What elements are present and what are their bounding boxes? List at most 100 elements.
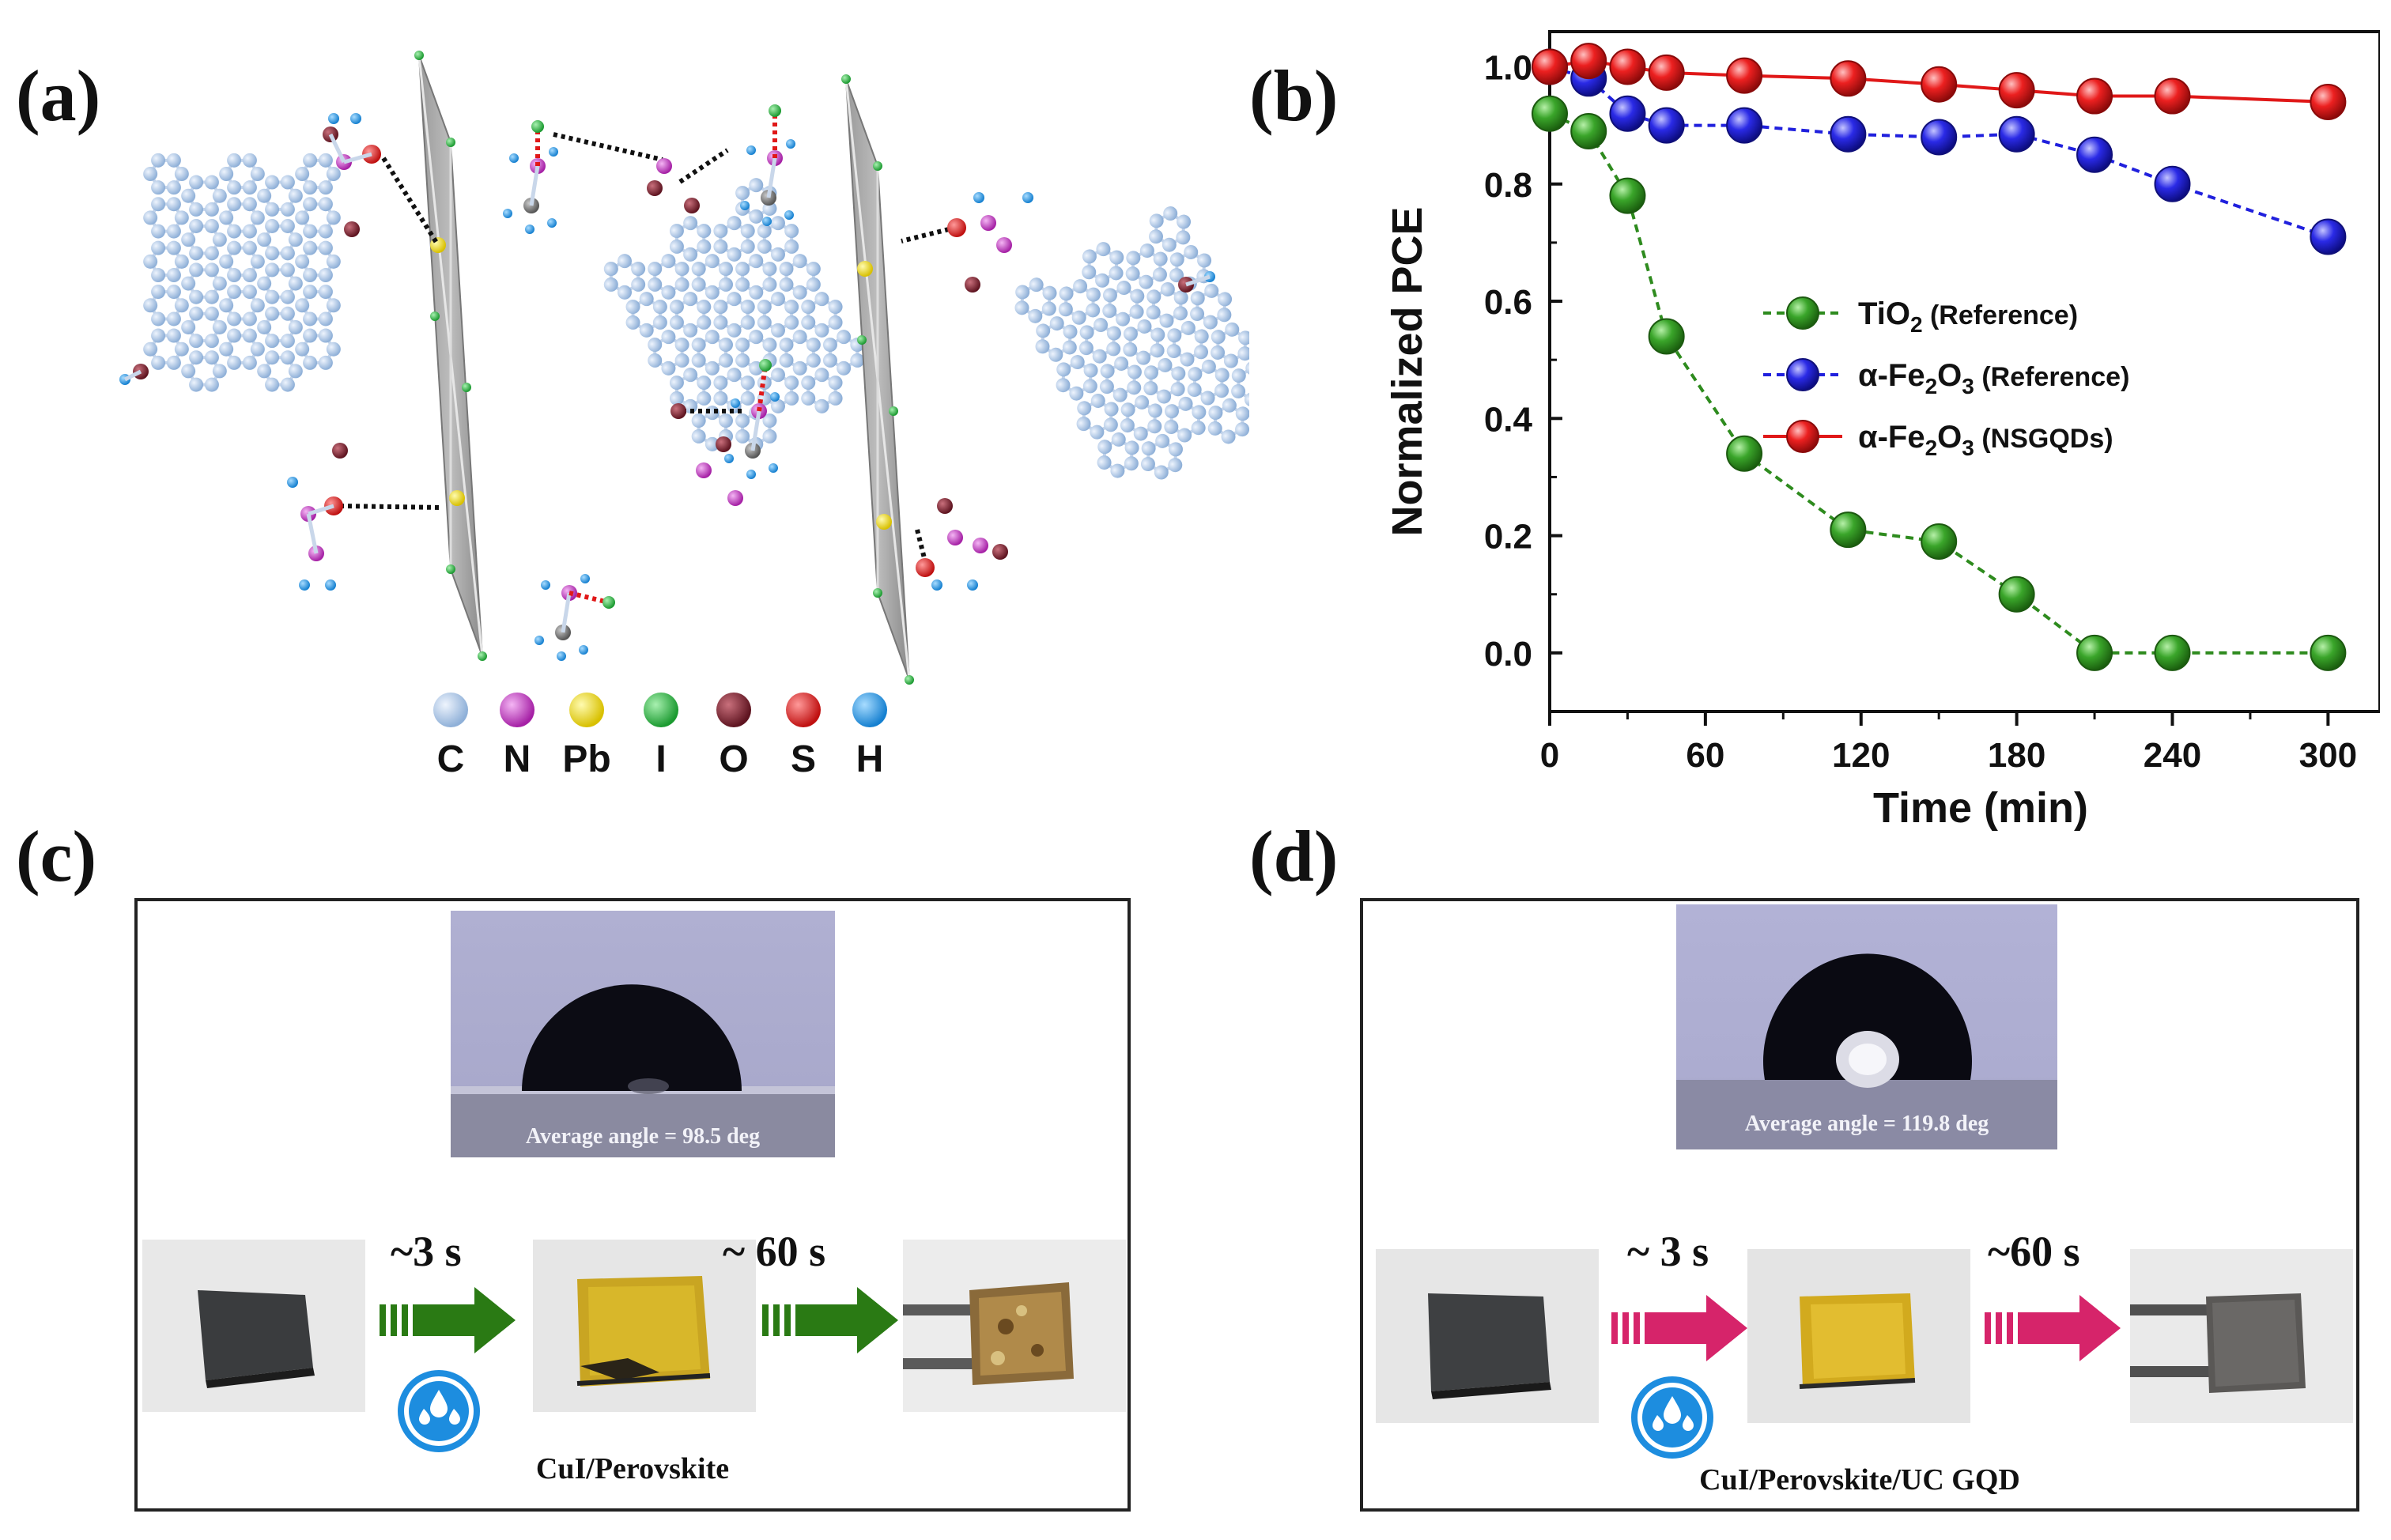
carbon-atom xyxy=(713,300,728,315)
carbon-atom xyxy=(740,239,755,254)
data-point xyxy=(1830,115,1867,153)
carbon-atom xyxy=(740,315,755,330)
carbon-atom xyxy=(757,300,772,315)
carbon-atom xyxy=(318,285,333,300)
carbon-atom xyxy=(212,276,227,291)
time-label-c-1: ~3 s xyxy=(391,1228,462,1275)
carbon-atom xyxy=(1162,237,1177,252)
hydrogen-atom xyxy=(525,225,534,234)
hydrogen-atom xyxy=(784,210,794,220)
hydrogen-atom xyxy=(328,113,339,124)
carbon-atom xyxy=(250,342,265,357)
carbon-atom xyxy=(801,376,816,391)
legend-swatch-i xyxy=(644,693,678,727)
carbon-atom xyxy=(1015,285,1030,300)
carbon-atom xyxy=(1139,274,1154,289)
data-point xyxy=(1609,177,1646,214)
carbon-atom xyxy=(735,428,750,444)
carbon-atom xyxy=(1073,279,1088,294)
carbon-atom xyxy=(227,328,242,343)
carbon-atom xyxy=(762,428,777,444)
carbon-atom xyxy=(828,376,843,391)
carbon-atom xyxy=(1102,304,1117,319)
legend-swatch-s xyxy=(786,693,821,727)
iodine-atom xyxy=(759,359,772,372)
carbon-atom xyxy=(1096,242,1111,257)
carbon-atom xyxy=(303,224,318,239)
carbon-atom xyxy=(749,254,764,269)
carbon-atom xyxy=(691,277,706,292)
carbon-atom xyxy=(1062,340,1077,355)
carbon-atom xyxy=(219,210,234,225)
carbon-atom xyxy=(740,391,755,406)
time-label-d-2: ~60 s xyxy=(1988,1228,2080,1275)
carbon-atom xyxy=(280,218,295,233)
carbon-atom xyxy=(166,153,181,168)
nitrogen-atom xyxy=(696,462,712,478)
carbon-atom xyxy=(806,262,821,277)
carbon-atom xyxy=(1211,330,1226,345)
carbon-atom xyxy=(1129,304,1144,319)
iodine-atom xyxy=(430,311,440,321)
carbon-atom xyxy=(691,262,706,277)
iodine-atom xyxy=(602,596,615,609)
carbon-atom xyxy=(1116,311,1131,326)
bond xyxy=(123,369,142,382)
carbon-atom xyxy=(697,300,712,315)
nitrogen-atom xyxy=(996,237,1012,253)
carbon-atom xyxy=(1063,324,1078,339)
carbon-atom xyxy=(189,218,204,233)
carbon-atom xyxy=(1146,305,1161,320)
carbon-atom xyxy=(151,240,166,255)
carbon-atom xyxy=(631,262,646,277)
perovskite-film-dark-c xyxy=(198,1290,315,1388)
carbon-atom xyxy=(227,311,242,326)
carbon-atom xyxy=(242,224,257,239)
legend-item-c: C xyxy=(433,693,468,780)
sample-photo-d-initial xyxy=(1376,1249,1599,1423)
data-point xyxy=(2310,83,2347,120)
y-axis-label: Normalized PCE xyxy=(1384,206,1431,536)
carbon-atom xyxy=(828,315,843,330)
carbon-atom xyxy=(674,338,689,353)
carbon-atom xyxy=(814,323,829,338)
carbon-atom xyxy=(661,254,676,269)
legend-entry-fe2o3-nsgqds: α-Fe2O3 (NSGQDs) xyxy=(1763,420,2113,460)
data-point xyxy=(1570,43,1607,80)
molecular-schematic xyxy=(119,51,1249,685)
iodine-atom xyxy=(531,120,544,133)
carbon-atom xyxy=(806,338,821,353)
carbon-atom xyxy=(1029,277,1044,293)
carbon-atom xyxy=(691,353,706,368)
y-tick-label: 0.4 xyxy=(1484,400,1533,439)
carbon-atom xyxy=(303,285,318,300)
hydrogen-atom xyxy=(287,477,298,488)
carbon-atom xyxy=(749,330,764,345)
carbon-atom xyxy=(652,315,667,330)
bond xyxy=(308,504,334,516)
carbon-atom xyxy=(735,413,750,428)
carbon-atom xyxy=(166,355,181,370)
carbon-atom xyxy=(1111,432,1126,447)
data-point xyxy=(2310,218,2347,255)
carbon-atom xyxy=(242,180,257,195)
carbon-atom xyxy=(189,350,204,365)
hydrogen-atom xyxy=(541,580,550,590)
carbon-atom xyxy=(1177,214,1192,229)
carbon-atom xyxy=(1094,318,1109,333)
carbon-atom xyxy=(174,210,189,225)
data-point xyxy=(1726,57,1763,94)
carbon-atom xyxy=(669,376,684,391)
carbon-atom xyxy=(719,338,734,353)
iodine-atom xyxy=(889,406,898,416)
nitrogen-atom xyxy=(973,538,988,553)
iodine-atom xyxy=(446,138,455,147)
carbon-atom xyxy=(674,262,689,277)
carbon-atom xyxy=(242,355,257,370)
carbon-atom xyxy=(280,202,295,217)
carbon-atom xyxy=(618,254,633,269)
carbon-atom xyxy=(265,202,280,217)
hydrogen-atom xyxy=(731,398,740,408)
carbon-atom xyxy=(143,298,158,313)
carbon-atom xyxy=(1163,206,1178,221)
